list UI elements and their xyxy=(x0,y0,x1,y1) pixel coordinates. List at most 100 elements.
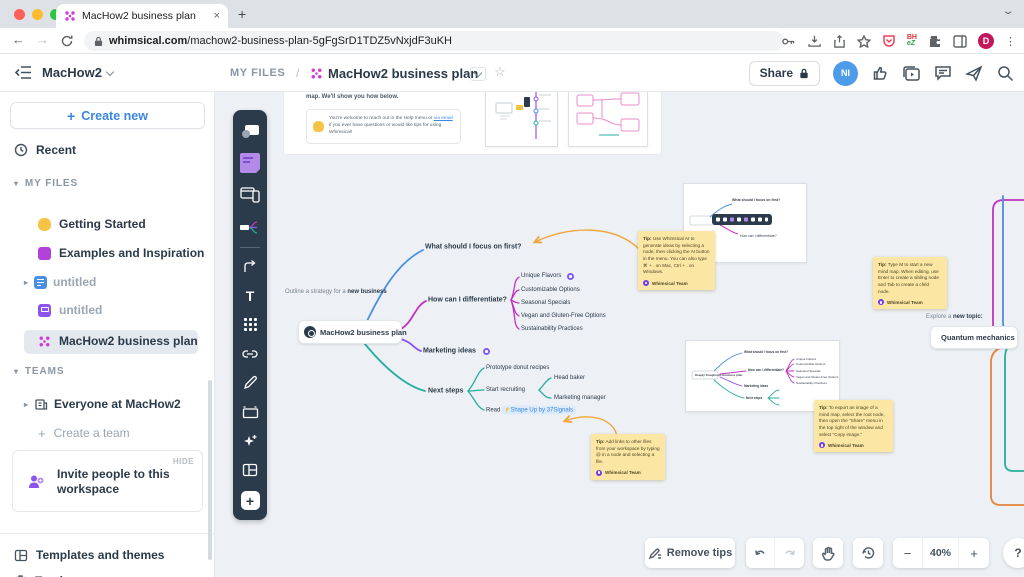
breadcrumb[interactable]: MY FILES xyxy=(230,67,286,79)
mindmap-node[interactable]: How can I differentiate? xyxy=(428,296,507,304)
mindmap-node[interactable]: Seasonal Specials xyxy=(521,300,571,306)
mindmap-node[interactable]: Next steps xyxy=(428,387,464,395)
email-link[interactable]: via email xyxy=(433,116,453,122)
mindmap-node[interactable]: Start recruiting xyxy=(486,387,526,393)
favorite-star-icon[interactable]: ☆ xyxy=(494,64,506,79)
sidebar-scrollbar[interactable] xyxy=(208,380,212,560)
forward-icon[interactable]: → xyxy=(36,32,49,47)
document-title[interactable]: MacHow2 business plan xyxy=(328,66,479,81)
title-dropdown-button[interactable] xyxy=(470,67,486,81)
invite-card[interactable]: HIDE Invite people to this workspace xyxy=(12,450,203,512)
mindmap-node[interactable]: Prototype donut recipes xyxy=(486,365,550,371)
comments-icon[interactable] xyxy=(934,65,952,81)
mindmap-tool-icon[interactable] xyxy=(233,211,267,243)
tab-list-chevron-icon[interactable]: ⌄ xyxy=(1001,6,1015,17)
search-icon[interactable] xyxy=(997,65,1014,82)
wireframe-tool-icon[interactable] xyxy=(233,179,267,211)
pan-hand-button[interactable] xyxy=(813,538,843,568)
sticky-note-tool-icon[interactable] xyxy=(233,146,267,179)
tip-sticky-note[interactable]: Tip: Add links to other files from your … xyxy=(591,434,665,480)
canvas[interactable]: map. We'll show you how below. You're we… xyxy=(215,92,1024,577)
mindmap-node[interactable]: Customizable Options xyxy=(521,287,580,293)
present-icon[interactable] xyxy=(902,65,921,82)
triangle-right-icon[interactable]: ▸ xyxy=(24,399,29,409)
collaborator-avatar[interactable]: NI xyxy=(833,60,858,86)
help-button[interactable]: ? xyxy=(1003,538,1024,568)
sidebar-item-team[interactable]: ▸ Everyone at MacHow2 xyxy=(24,397,181,411)
icon-grid-tool-icon[interactable] xyxy=(233,310,267,339)
link-tool-icon[interactable] xyxy=(233,339,267,368)
back-icon[interactable]: ← xyxy=(12,32,25,47)
attachment-badge-icon[interactable] xyxy=(483,348,490,355)
embedded-screenshot[interactable]: What should I focus on first? How can I … xyxy=(683,183,807,263)
download-icon[interactable] xyxy=(807,35,822,48)
connector-tool-icon[interactable] xyxy=(233,252,267,281)
collapse-sidebar-icon[interactable] xyxy=(14,65,32,80)
new-tab-button[interactable]: + xyxy=(238,6,247,22)
redo-button[interactable] xyxy=(775,538,804,568)
zoom-out-button[interactable]: − xyxy=(893,538,923,568)
tutorial-thumbnail[interactable] xyxy=(568,92,648,147)
tip-sticky-note[interactable]: Tip: Use Whimsical AI to generate ideas … xyxy=(638,231,715,291)
undo-button[interactable] xyxy=(746,538,775,568)
mindmap-node[interactable]: What should I focus on first? xyxy=(425,243,522,251)
tip-sticky-note[interactable]: Tip: Type M to start a new mind map. Whe… xyxy=(873,257,947,310)
mindmap-root-node[interactable]: Quantum mechanics xyxy=(930,326,1018,349)
browser-tab[interactable]: MacHow2 business plan × xyxy=(56,4,228,28)
reactions-icon[interactable] xyxy=(871,64,889,82)
sidebar-item-file[interactable]: untitled xyxy=(0,299,215,321)
tutorial-thumbnail[interactable] xyxy=(485,92,558,147)
sidebar-item-recent[interactable]: Recent xyxy=(0,139,215,161)
workspace-switcher[interactable]: MacHow2 xyxy=(42,65,115,80)
mindmap-node[interactable]: Unique Flavors xyxy=(521,273,562,279)
pocket-extension-icon[interactable] xyxy=(882,34,896,48)
mindmap-node[interactable]: Marketing ideas xyxy=(423,347,476,355)
file-link[interactable]: Shape Up by 37Signals xyxy=(502,405,577,415)
sidebar-item-file[interactable]: Getting Started xyxy=(0,213,215,235)
sidebar-item-trash[interactable]: Trash xyxy=(0,570,215,577)
mindmap-node[interactable]: Read Shape Up by 37Signals xyxy=(486,405,577,415)
address-bar[interactable]: whimsical.com/machow2-business-plan-5gFg… xyxy=(84,31,784,51)
bh-extension-icon[interactable]: BH eZ xyxy=(906,34,917,47)
side-panel-icon[interactable] xyxy=(953,34,967,48)
layout-tool-icon[interactable] xyxy=(233,455,267,484)
traffic-light-zoom[interactable] xyxy=(50,9,61,20)
create-team-button[interactable]: + Create a team xyxy=(38,425,130,441)
add-tool-icon[interactable]: + xyxy=(233,486,267,515)
extensions-puzzle-icon[interactable] xyxy=(928,34,942,48)
mindmap-root-node[interactable]: MacHow2 business plan xyxy=(298,320,407,344)
frame-tool-icon[interactable] xyxy=(233,397,267,426)
reload-icon[interactable] xyxy=(60,34,74,48)
sidebar-item-file[interactable]: Examples and Inspiration xyxy=(0,242,215,264)
share-button[interactable]: Share xyxy=(748,60,820,86)
bookmark-star-icon[interactable] xyxy=(856,34,871,48)
sidebar-item-file-selected[interactable]: MacHow2 business plan xyxy=(0,330,215,352)
share-icon[interactable] xyxy=(833,34,846,48)
text-tool-icon[interactable]: T xyxy=(245,287,255,304)
hide-invite-button[interactable]: HIDE xyxy=(172,457,194,466)
sidebar-item-templates[interactable]: Templates and themes xyxy=(0,544,215,566)
mindmap-node[interactable]: Marketing manager xyxy=(554,395,606,401)
card-tool-icon[interactable] xyxy=(233,117,267,146)
mindmap-node[interactable]: Sustainability Practices xyxy=(521,326,583,332)
ai-sparkle-tool-icon[interactable] xyxy=(233,426,267,455)
zoom-in-button[interactable]: + xyxy=(970,545,978,561)
zoom-level-button[interactable]: 40% xyxy=(923,538,959,568)
section-teams[interactable]: ▾ TEAMS xyxy=(14,366,65,377)
sidebar-item-file[interactable]: ▸ untitled xyxy=(24,275,97,289)
attachment-badge-icon[interactable] xyxy=(567,273,574,280)
triangle-right-icon[interactable]: ▸ xyxy=(24,277,29,287)
mindmap-node[interactable]: Head baker xyxy=(554,375,586,381)
remove-tips-button[interactable]: Remove tips xyxy=(645,538,735,568)
section-my-files[interactable]: ▾ MY FILES xyxy=(14,178,79,189)
traffic-light-close[interactable] xyxy=(14,9,25,20)
traffic-light-minimize[interactable] xyxy=(32,9,43,20)
browser-menu-icon[interactable]: ⋮ xyxy=(1005,35,1016,48)
tip-sticky-note[interactable]: Tip: To export an image of a mind map, s… xyxy=(814,400,893,453)
version-history-button[interactable] xyxy=(853,538,883,568)
mindmap-node[interactable]: Vegan and Gluten-Free Options xyxy=(521,313,606,319)
send-icon[interactable] xyxy=(965,64,984,82)
browser-profile-avatar[interactable]: D xyxy=(978,33,994,49)
create-new-button[interactable]: + Create new xyxy=(10,102,205,129)
tab-close-icon[interactable]: × xyxy=(213,10,220,22)
